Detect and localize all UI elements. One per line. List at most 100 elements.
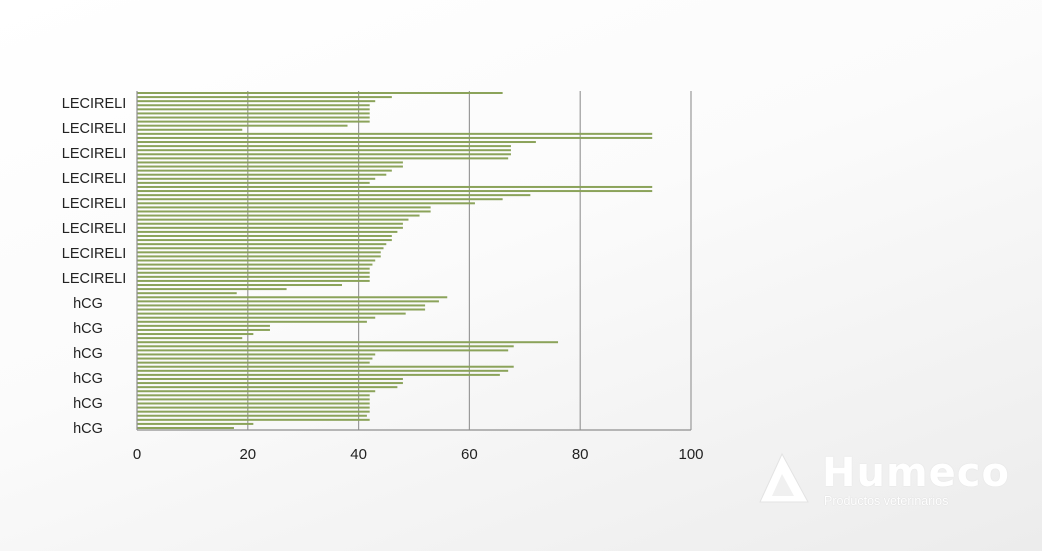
y-category-label: hCG	[73, 396, 103, 412]
bar	[137, 410, 370, 413]
x-tick-label: 100	[678, 446, 703, 463]
brand-watermark: Humeco Productos veterinarios	[758, 450, 1028, 520]
bar	[137, 324, 270, 327]
bar	[137, 414, 367, 417]
bar	[137, 337, 243, 340]
y-category-label: LECIRELI	[62, 221, 126, 237]
y-category-label: hCG	[73, 371, 103, 387]
bar	[137, 202, 475, 205]
bar	[137, 222, 403, 225]
bar	[137, 353, 376, 356]
bar	[137, 427, 234, 429]
bar	[137, 406, 370, 409]
bar	[137, 214, 420, 217]
bar	[137, 284, 342, 287]
y-category-label: LECIRELI	[62, 146, 126, 162]
y-category-label: LECIRELI	[62, 271, 126, 287]
bar	[137, 402, 370, 405]
bar	[137, 369, 509, 372]
bar	[137, 190, 653, 193]
bar	[137, 157, 509, 160]
bar	[137, 341, 559, 344]
bar	[137, 345, 514, 348]
bar	[137, 422, 254, 425]
bar	[137, 394, 370, 397]
bar	[137, 312, 406, 315]
bar	[137, 185, 653, 188]
x-tick-label: 0	[133, 446, 141, 463]
bar	[137, 206, 431, 209]
bar	[137, 349, 509, 352]
bar	[137, 145, 511, 148]
brand-tagline: Productos veterinarios	[824, 494, 949, 508]
brand-logo-icon	[759, 452, 809, 503]
bar	[137, 398, 370, 401]
x-tick-label: 20	[239, 446, 256, 463]
bar	[137, 316, 376, 319]
bar	[137, 373, 500, 376]
y-category-label: LECIRELI	[62, 121, 126, 137]
bar	[137, 230, 398, 233]
y-axis: LECIRELI LECIRELI LECIRELI LECIRELI LECIRELI…	[62, 91, 138, 437]
bar	[137, 161, 403, 164]
bar	[137, 128, 243, 131]
y-category-label: LECIRELI	[62, 246, 126, 262]
bar	[137, 300, 439, 303]
bar	[137, 279, 370, 282]
bar	[137, 308, 426, 311]
bar	[137, 361, 370, 364]
x-tick-label: 80	[572, 446, 589, 463]
bar	[137, 234, 392, 237]
y-category-label: hCG	[73, 296, 103, 312]
bar	[137, 239, 392, 242]
y-category-label: LECIRELI	[62, 196, 126, 212]
bar	[137, 108, 370, 111]
x-tick-label: 60	[461, 446, 478, 463]
bar	[137, 100, 376, 103]
bars	[137, 92, 653, 429]
bar	[137, 92, 503, 94]
bar	[137, 177, 376, 180]
bar	[137, 365, 514, 368]
brand-name: Humeco	[822, 450, 1010, 496]
y-category-label: LECIRELI	[62, 96, 126, 112]
bar	[137, 418, 370, 421]
bar	[137, 243, 387, 246]
bar	[137, 141, 536, 144]
bar	[137, 218, 409, 221]
y-category-label: hCG	[73, 321, 103, 337]
bar	[137, 136, 653, 139]
bar	[137, 96, 392, 99]
bar	[137, 112, 370, 115]
bar	[137, 271, 370, 274]
bar	[137, 153, 511, 156]
bar	[137, 288, 287, 291]
y-category-label: LECIRELI	[62, 171, 126, 187]
bar	[137, 194, 531, 197]
bar	[137, 210, 431, 213]
bar	[137, 169, 392, 172]
bar	[137, 251, 381, 254]
bar	[137, 386, 398, 389]
y-category-label: hCG	[73, 421, 103, 437]
bar	[137, 104, 370, 107]
bar	[137, 275, 370, 278]
bar	[137, 173, 387, 176]
bar	[137, 357, 373, 360]
bar	[137, 198, 503, 201]
bar	[137, 296, 448, 299]
bar	[137, 116, 370, 119]
y-category-label: hCG	[73, 346, 103, 362]
bar	[137, 377, 403, 380]
x-tick-label: 40	[350, 446, 367, 463]
bar	[137, 267, 370, 270]
bar	[137, 292, 237, 295]
bar	[137, 226, 403, 229]
bar	[137, 132, 653, 135]
bar	[137, 263, 373, 266]
bar	[137, 304, 426, 307]
x-axis: 0 20 40 60 80 100	[133, 429, 704, 463]
bar	[137, 149, 511, 152]
bar	[137, 247, 384, 250]
